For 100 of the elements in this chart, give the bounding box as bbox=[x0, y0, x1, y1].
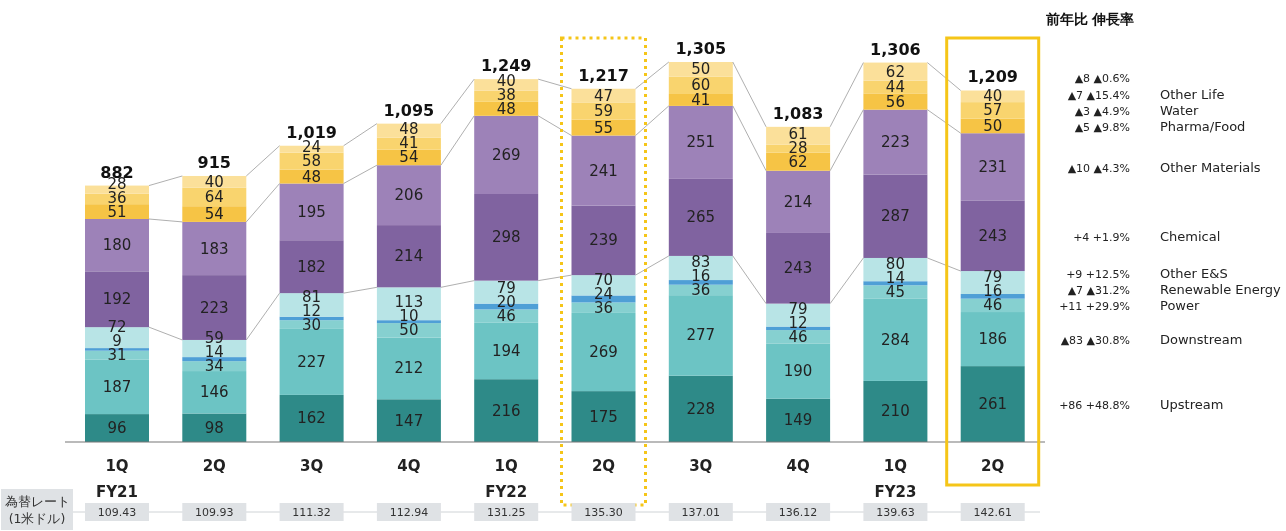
text: ▲7 ▲15.4% bbox=[1067, 88, 1130, 102]
text: 為替レート (1米ドル) bbox=[1, 489, 73, 530]
text: ▲5 ▲9.8% bbox=[1074, 120, 1130, 134]
data-label: 223 bbox=[199, 298, 229, 317]
data-label: 183 bbox=[199, 239, 229, 258]
data-label: 62 bbox=[788, 152, 808, 171]
data-label: 41 bbox=[691, 90, 711, 109]
data-label: 48 bbox=[496, 99, 516, 118]
data-label: 243 bbox=[783, 259, 813, 278]
text: Renewable Energy bbox=[1160, 282, 1282, 298]
x-tick-label: 1Q bbox=[494, 457, 518, 475]
text: ▲83 ▲30.8% bbox=[1060, 334, 1130, 348]
x-tick-label: 2Q bbox=[591, 457, 616, 475]
text: ▲10 ▲4.3% bbox=[1067, 161, 1130, 175]
text: Water bbox=[1160, 102, 1200, 118]
total-label: 1,306 bbox=[870, 39, 921, 59]
data-label: 50 bbox=[691, 60, 711, 79]
data-label: 36 bbox=[691, 280, 711, 299]
data-label: 214 bbox=[394, 247, 424, 266]
x-tick-label: 4Q bbox=[397, 457, 421, 475]
text: Other Materials bbox=[1160, 159, 1261, 175]
data-label: 98 bbox=[204, 418, 224, 437]
total-label: 1,209 bbox=[967, 67, 1018, 87]
text: ▲7 ▲31.2% bbox=[1067, 284, 1130, 298]
data-label: 50 bbox=[983, 116, 1003, 135]
data-label: 243 bbox=[978, 226, 1008, 245]
total-label: 1,305 bbox=[675, 39, 727, 58]
data-label: 149 bbox=[783, 411, 813, 430]
data-label: 239 bbox=[589, 231, 618, 250]
text: +86 +48.8% bbox=[1059, 399, 1130, 413]
data-label: 54 bbox=[204, 205, 224, 224]
data-label: 261 bbox=[978, 395, 1008, 414]
data-label: 190 bbox=[783, 362, 813, 381]
x-tick-label: 2Q bbox=[202, 457, 226, 475]
text: FY22 bbox=[485, 483, 528, 501]
data-label: 45 bbox=[885, 282, 905, 301]
data-label: 210 bbox=[881, 402, 910, 421]
total-label: 1,019 bbox=[286, 122, 337, 142]
data-label: 186 bbox=[978, 330, 1008, 349]
data-label: 162 bbox=[297, 409, 326, 428]
text: Other E&S bbox=[1160, 266, 1228, 282]
text: FY21 bbox=[96, 483, 138, 501]
data-label: 298 bbox=[491, 228, 521, 247]
text: ▲8 ▲0.6% bbox=[1074, 72, 1130, 86]
text: 前年比 伸長率 bbox=[1044, 11, 1135, 27]
x-tick-label: 1Q bbox=[883, 457, 907, 475]
data-label: 51 bbox=[107, 202, 127, 221]
data-label: 182 bbox=[297, 257, 326, 276]
data-label: 216 bbox=[491, 401, 521, 420]
data-label: 175 bbox=[589, 407, 618, 426]
data-label: 265 bbox=[686, 208, 716, 227]
total-label: 1,095 bbox=[383, 100, 435, 120]
data-label: 269 bbox=[491, 145, 521, 164]
data-label: 146 bbox=[199, 383, 229, 402]
data-label: 48 bbox=[302, 167, 322, 186]
data-label: 46 bbox=[788, 327, 808, 346]
x-tick-label: 4Q bbox=[786, 457, 810, 475]
data-label: 192 bbox=[102, 290, 132, 309]
text: Pharma/Food bbox=[1160, 118, 1246, 134]
data-label: 214 bbox=[783, 192, 813, 211]
data-label: 212 bbox=[394, 359, 424, 378]
data-label: 269 bbox=[589, 343, 618, 362]
data-label: 147 bbox=[394, 411, 424, 430]
text: Downstream bbox=[1160, 332, 1243, 348]
data-label: 96 bbox=[107, 419, 127, 438]
x-tick-label: 2Q bbox=[981, 457, 1005, 475]
data-label: 284 bbox=[881, 330, 910, 349]
data-label: 62 bbox=[885, 62, 905, 81]
data-label: 187 bbox=[102, 377, 132, 396]
data-label: 251 bbox=[686, 133, 716, 152]
x-tick-label: 3Q bbox=[300, 457, 324, 475]
data-label: 55 bbox=[593, 118, 614, 137]
x-tick-label: 3Q bbox=[689, 457, 713, 475]
text: ▲3 ▲4.9% bbox=[1074, 104, 1130, 118]
data-label: 287 bbox=[881, 207, 910, 226]
data-label: 195 bbox=[297, 202, 326, 221]
data-label: 277 bbox=[686, 326, 716, 345]
data-label: 241 bbox=[589, 161, 618, 180]
data-label: 30 bbox=[302, 315, 322, 334]
text: FY23 bbox=[874, 483, 917, 501]
text: Upstream bbox=[1160, 397, 1224, 413]
data-label: 36 bbox=[593, 298, 614, 317]
text: +11 +29.9% bbox=[1059, 300, 1130, 314]
text: Other Life bbox=[1160, 86, 1225, 102]
data-label: 223 bbox=[881, 133, 910, 152]
data-label: 194 bbox=[491, 342, 521, 360]
data-label: 206 bbox=[394, 186, 424, 205]
data-label: 227 bbox=[297, 352, 326, 371]
x-tick-label: 1Q bbox=[105, 457, 129, 475]
data-label: 180 bbox=[102, 236, 132, 255]
total-label: 1,249 bbox=[480, 56, 532, 76]
total-label: 1,083 bbox=[772, 103, 824, 123]
text: +4 +1.9% bbox=[1073, 230, 1130, 244]
total-label: 1,217 bbox=[578, 65, 629, 85]
text: Chemical bbox=[1160, 228, 1221, 244]
total-label: 915 bbox=[197, 152, 231, 172]
text: Power bbox=[1160, 298, 1200, 314]
data-label: 231 bbox=[978, 157, 1008, 176]
data-label: 228 bbox=[686, 399, 716, 418]
text: +9 +12.5% bbox=[1066, 268, 1130, 282]
